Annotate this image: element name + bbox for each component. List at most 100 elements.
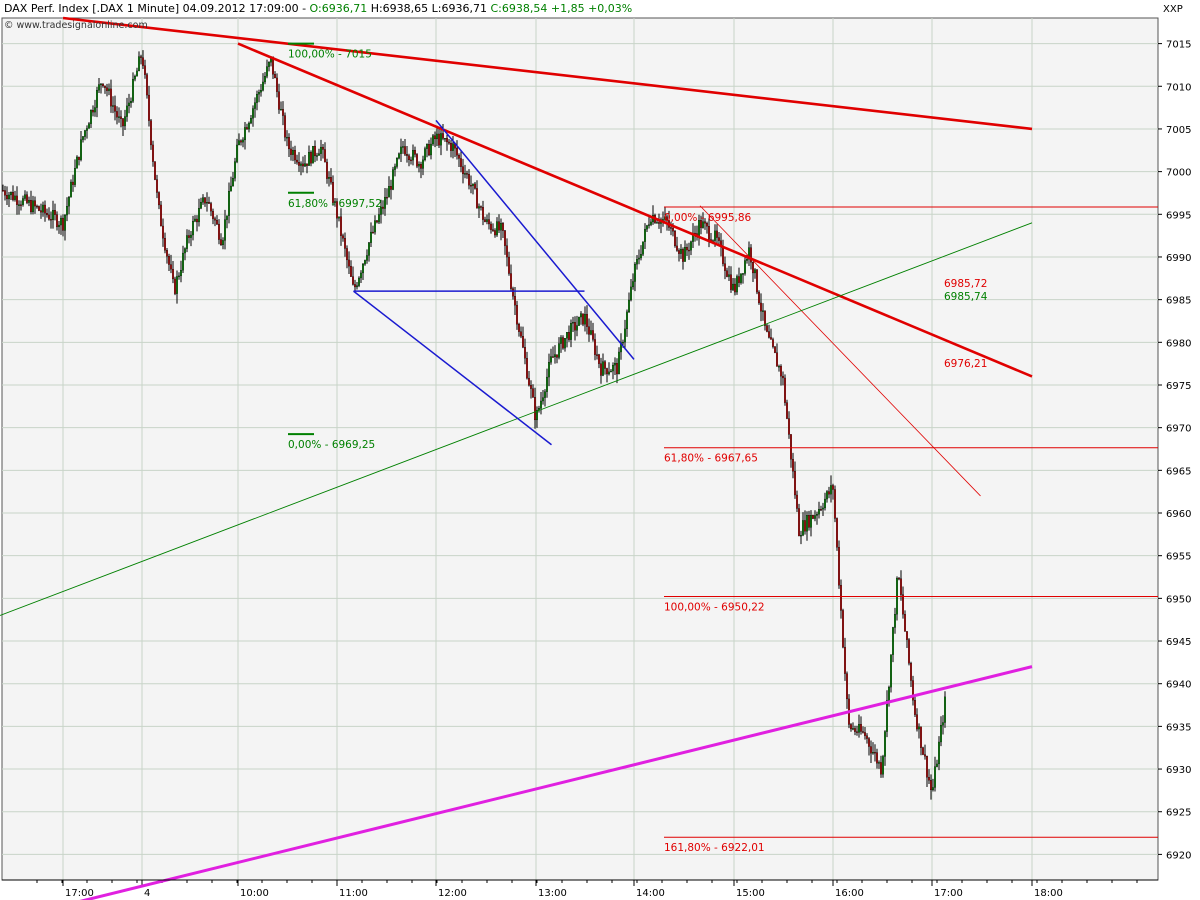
candle-up (10, 192, 12, 196)
candle-up (942, 722, 944, 726)
candle-down (404, 146, 406, 155)
candle-up (132, 79, 134, 102)
candle-down (562, 337, 564, 349)
candle-down (776, 352, 778, 367)
candle-up (546, 376, 548, 392)
candle-up (608, 371, 610, 375)
candle-down (26, 194, 28, 203)
trendline-red-0[interactable] (62, 16, 1033, 131)
candle-down (772, 339, 774, 347)
candle-up (260, 90, 262, 93)
candle-down (812, 515, 814, 519)
y-tick-label: 6975 (1166, 381, 1191, 392)
candle-up (762, 310, 764, 312)
candle-down (498, 221, 500, 231)
candle-down (524, 347, 526, 359)
candle-down (784, 377, 786, 403)
candle-down (854, 728, 856, 732)
candle-down (62, 217, 64, 231)
candle-up (684, 247, 686, 262)
candle-up (320, 146, 322, 154)
candle-up (80, 139, 82, 160)
header-instrument: DAX Perf. Index [.DAX 1 Minute] 04.09.20… (4, 2, 310, 15)
candle-up (412, 150, 414, 161)
candle-down (214, 218, 216, 221)
candle-down (920, 726, 922, 748)
candle-up (8, 194, 10, 200)
candle-up (254, 102, 256, 109)
candle-up (316, 155, 318, 157)
candle-down (208, 202, 210, 204)
candle-down (790, 434, 792, 460)
candle-up (136, 70, 138, 77)
annotation-label: 6985,74 (944, 291, 988, 303)
candle-down (284, 115, 286, 138)
candle-up (178, 275, 180, 278)
candle-down (770, 337, 772, 340)
candle-down (148, 94, 150, 121)
candle-down (522, 336, 524, 348)
candle-down (142, 57, 144, 66)
candle-up (432, 135, 434, 145)
candle-up (42, 204, 44, 213)
candle-down (804, 520, 806, 532)
candle-down (526, 357, 528, 379)
candle-down (832, 485, 834, 490)
candle-up (944, 696, 946, 723)
x-tick-label: 10:00 (240, 888, 269, 899)
candle-down (170, 264, 172, 270)
candle-down (902, 594, 904, 615)
candle-up (852, 728, 854, 730)
candle-down (828, 491, 830, 495)
candle-down (314, 145, 316, 157)
candle-down (342, 235, 344, 239)
candle-down (758, 291, 760, 304)
candle-down (768, 331, 770, 338)
candle-down (910, 663, 912, 681)
candle-down (324, 149, 326, 163)
candle-up (128, 102, 130, 107)
annotation-label: 6976,21 (944, 358, 987, 370)
candle-down (476, 188, 478, 209)
candle-up (236, 144, 238, 162)
trendline-magenta-4[interactable] (63, 665, 1033, 900)
x-tick-label: 15:00 (736, 888, 765, 899)
candle-down (278, 91, 280, 110)
candle-up (396, 158, 398, 167)
candle-up (68, 197, 70, 207)
trendline-blue-5[interactable] (435, 119, 635, 360)
candle-up (576, 325, 578, 331)
candle-down (504, 230, 506, 246)
candle-up (732, 283, 734, 290)
candle-down (718, 237, 720, 241)
candle-down (12, 192, 14, 200)
candle-down (350, 266, 352, 277)
candle-up (228, 191, 230, 216)
candle-up (358, 277, 360, 286)
y-tick-label: 6920 (1166, 850, 1191, 861)
candle-down (372, 231, 374, 234)
trendline-red-1[interactable] (237, 42, 1033, 378)
trendline-green-3[interactable] (0, 222, 1033, 616)
fib-red-label: 61,80% - 6967,65 (664, 453, 758, 465)
candle-down (752, 262, 754, 274)
candle-down (864, 732, 866, 736)
candle-down (174, 278, 176, 294)
candle-down (50, 219, 52, 221)
candle-down (40, 210, 42, 213)
candle-up (242, 139, 244, 143)
header-low: L:6936,71 (431, 2, 487, 15)
candle-down (110, 88, 112, 107)
trendline-blue-6[interactable] (353, 290, 552, 446)
y-tick-label: 6970 (1166, 424, 1191, 435)
candle-up (334, 201, 336, 203)
header-open: O:6936,71 (309, 2, 368, 15)
candle-down (460, 158, 462, 167)
candle-down (730, 274, 732, 290)
candle-down (574, 322, 576, 331)
candle-down (44, 204, 46, 214)
candle-down (172, 269, 174, 280)
candle-down (606, 368, 608, 375)
candle-up (424, 148, 426, 161)
